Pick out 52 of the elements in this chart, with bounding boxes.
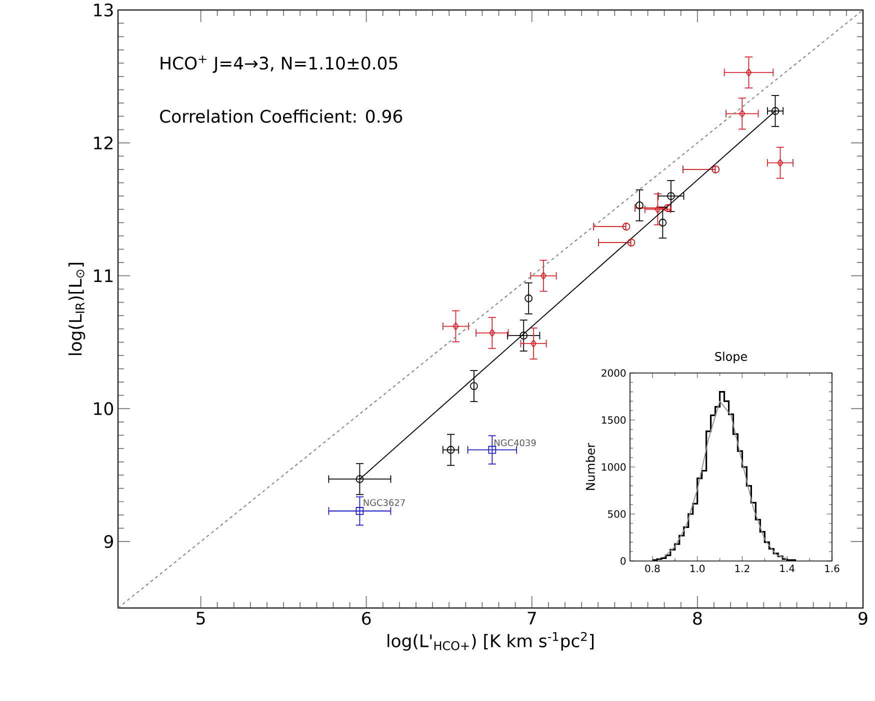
- annotation: HCO$^{+}$ J=4→3, N=1.10±0.05: [160, 56, 398, 73]
- point: [771, 107, 780, 115]
- point: [627, 238, 636, 246]
- point: [636, 201, 644, 210]
- x-axis-title: log(L'$_{HCO+}$) [K km s$^{-1}$pc$^{2}$]: [388, 632, 594, 651]
- x-tick-label: 7: [528, 612, 536, 624]
- chart-title: Slope: [715, 352, 747, 364]
- point: [746, 68, 752, 76]
- point: [664, 204, 672, 212]
- annotation: Correlation Coefficient: 0.96: [160, 110, 402, 123]
- point: [540, 272, 547, 280]
- y-tick-label: 12: [94, 136, 112, 150]
- y-axis-title: log(L$_{IR}$)[L$_{⊙}$]: [68, 262, 86, 355]
- point: [356, 475, 364, 484]
- point: [530, 340, 537, 348]
- point: [452, 322, 459, 330]
- annotation: NGC3627: [364, 499, 405, 506]
- x-tick-label: 1.0: [690, 564, 705, 572]
- point: [654, 205, 661, 214]
- y-tick-label: 1500: [602, 416, 626, 424]
- point: [622, 222, 630, 231]
- y-tick-label: 10: [94, 402, 114, 416]
- line-series: [663, 400, 788, 560]
- point: [667, 192, 675, 200]
- point: [488, 446, 496, 454]
- x-tick-label: 1.2: [735, 564, 750, 572]
- y-tick-label: 500: [608, 510, 626, 518]
- point: [446, 446, 455, 454]
- x-tick-label: 1.4: [780, 564, 794, 572]
- point: [489, 328, 496, 337]
- y-tick-label: 11: [94, 270, 113, 282]
- annotation: NGC4039: [494, 439, 536, 446]
- point: [777, 158, 784, 167]
- point: [356, 507, 364, 515]
- y-tick-label: 13: [94, 3, 113, 17]
- x-tick-label: 8: [693, 612, 702, 625]
- y-tick-label: 1000: [602, 463, 626, 471]
- point: [712, 166, 720, 174]
- x-tick-label: 0.8: [645, 564, 660, 572]
- y-axis-title: Number: [586, 442, 595, 490]
- x-tick-label: 1.6: [825, 564, 840, 572]
- y-tick-label: 9: [104, 535, 113, 548]
- y-tick-label: 2000: [602, 369, 626, 377]
- y-tick-label: 0: [620, 557, 626, 565]
- x-tick-label: 6: [362, 612, 371, 625]
- x-tick-label: 5: [196, 612, 205, 625]
- point: [524, 294, 533, 302]
- point: [739, 110, 746, 118]
- point: [470, 382, 478, 390]
- x-tick-label: 9: [858, 612, 868, 625]
- point: [658, 218, 667, 227]
- point: [520, 332, 528, 340]
